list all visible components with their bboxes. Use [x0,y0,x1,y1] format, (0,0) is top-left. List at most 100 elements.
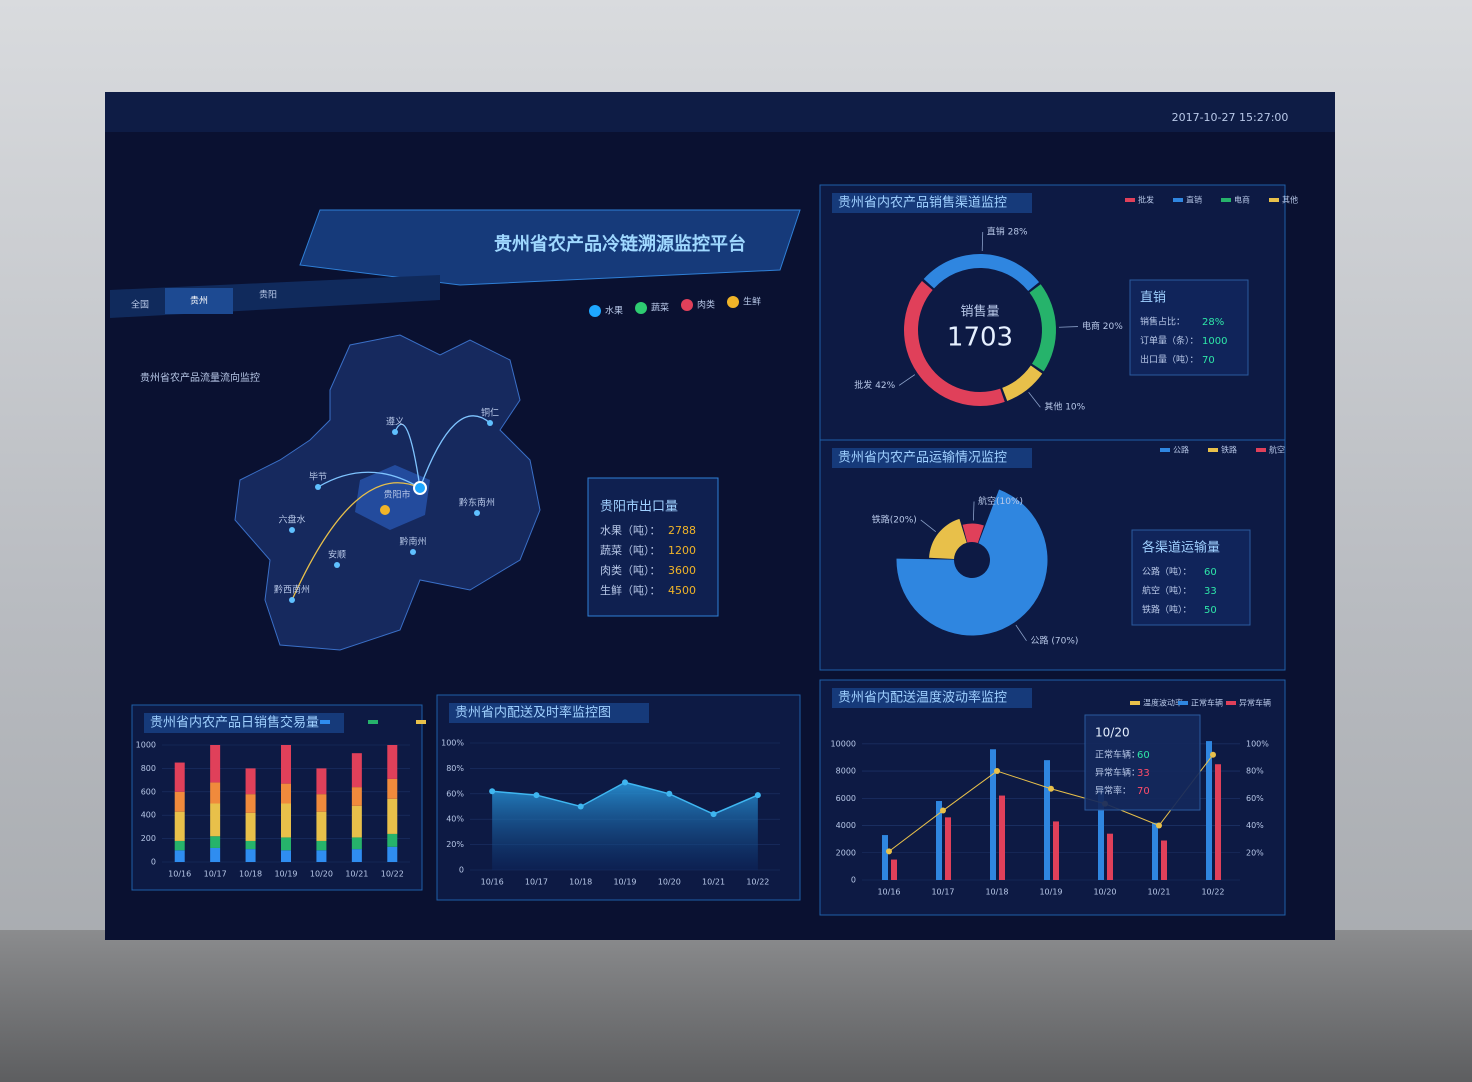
x-tick-label: 10/22 [1201,888,1224,897]
tooltip-label: 正常车辆： [1095,749,1140,761]
x-tick-label: 10/22 [381,870,404,879]
tooltip-value: 60 [1137,750,1150,761]
bar-segment [174,762,185,792]
x-tick-label: 10/20 [658,878,681,887]
point [994,768,1000,775]
city-dot [392,429,398,435]
x-tick-label: 10/16 [481,878,504,887]
detail-title: 各渠道运输量 [1142,540,1220,556]
legend-swatch [1125,198,1135,202]
legend-swatch [1269,198,1279,202]
bar [1107,833,1113,880]
bar-segment [245,840,256,850]
bar [891,859,897,880]
y-tick-label: 60% [446,789,464,798]
legend-swatch [1178,701,1188,705]
x-tick-label: 10/19 [613,878,636,887]
bar-segment [281,850,291,862]
y-tick-label: 400 [141,811,156,820]
tooltip-value: 70 [1137,786,1150,797]
tab[interactable]: 贵阳 [259,289,277,301]
detail-label: 航空（吨）： [1142,585,1192,597]
city-label: 贵阳市 [383,489,410,501]
map-title: 贵州省农产品流量流向监控 [140,371,260,384]
bar-segment [210,847,221,862]
legend-label: 批发 [1138,195,1154,205]
tab[interactable]: 贵州 [190,295,208,307]
x-tick-label: 10/20 [1093,888,1116,897]
legend-swatch [1160,448,1170,452]
bar-segment [387,833,398,847]
x-tick-label: 10/19 [1039,888,1062,897]
detail-title: 直销 [1140,291,1166,306]
legend-label: 铁路 [1221,445,1237,455]
point [533,792,540,799]
legend-icon [635,302,647,314]
detail-label: 订单量（条）： [1140,335,1199,347]
city-dot [474,510,480,516]
y-tick-label: 6000 [836,794,856,803]
legend-label: 电商 [1234,195,1250,205]
guiyang-area [355,465,430,530]
y-tick-label: 80% [446,764,464,773]
y-tick-label: 20% [446,840,464,849]
page-title: 贵州省农产品冷链溯源监控平台 [494,233,746,255]
y-tick-label: 0 [459,866,464,875]
legend-label: 温度波动率 [1143,698,1183,708]
bar-segment [351,849,362,862]
export-label: 肉类（吨）： [600,563,661,577]
x-tick-label: 10/18 [239,870,262,879]
panel-title-bg [832,688,1032,708]
y-tick-label: 80% [1246,767,1264,776]
legend-swatch [1221,198,1231,202]
segment-label: 批发 42% [854,379,895,391]
x-tick-label: 10/17 [931,888,954,897]
y-tick-label: 40% [446,815,464,824]
leader-line [1015,624,1027,642]
detail-value: 1000 [1202,336,1227,347]
bar [945,817,951,880]
flow-line [317,471,421,489]
detail-label: 出口量（吨）： [1140,354,1199,366]
panel-title: 贵州省内配送及时率监控图 [455,705,611,721]
segment-label: 公路 (70%) [1031,634,1079,646]
city-dot [410,549,416,555]
bar [1098,787,1104,880]
bar-segment [210,782,221,804]
bar-segment [210,836,221,848]
city-label: 铜仁 [481,407,499,419]
center-label: 销售量 [960,304,999,320]
city-label: 遵义 [386,416,404,428]
y-tick-label: 800 [141,764,156,773]
legend-swatch [368,720,378,724]
legend-label: 其他 [1282,195,1298,205]
bar-segment [281,783,291,804]
legend-label: 公路 [1173,445,1189,455]
hub-marker [413,481,427,495]
legend-swatch [1208,448,1218,452]
detail-value: 60 [1204,567,1217,578]
panel-title-bg [832,448,1032,468]
bar-segment [387,745,398,779]
floor [0,930,1472,1082]
detail-value: 33 [1204,586,1217,597]
detail-value: 50 [1204,605,1217,616]
y-tick-label: 100% [1246,739,1269,748]
tab[interactable]: 全国 [131,299,149,311]
bar-segment [281,837,291,851]
city-label: 黔西南州 [274,584,310,596]
flow-line [291,482,421,601]
x-tick-label: 10/21 [1147,888,1170,897]
legend-swatch [1226,701,1236,705]
y-tick-label: 10000 [831,739,856,748]
bar [999,795,1005,880]
leader-line [1058,326,1078,328]
tooltip-box [1084,714,1201,811]
bar [1152,822,1158,880]
bar [1044,760,1050,880]
x-tick-label: 10/19 [274,870,297,879]
y-tick-label: 8000 [836,767,856,776]
bar-segment [245,849,256,862]
